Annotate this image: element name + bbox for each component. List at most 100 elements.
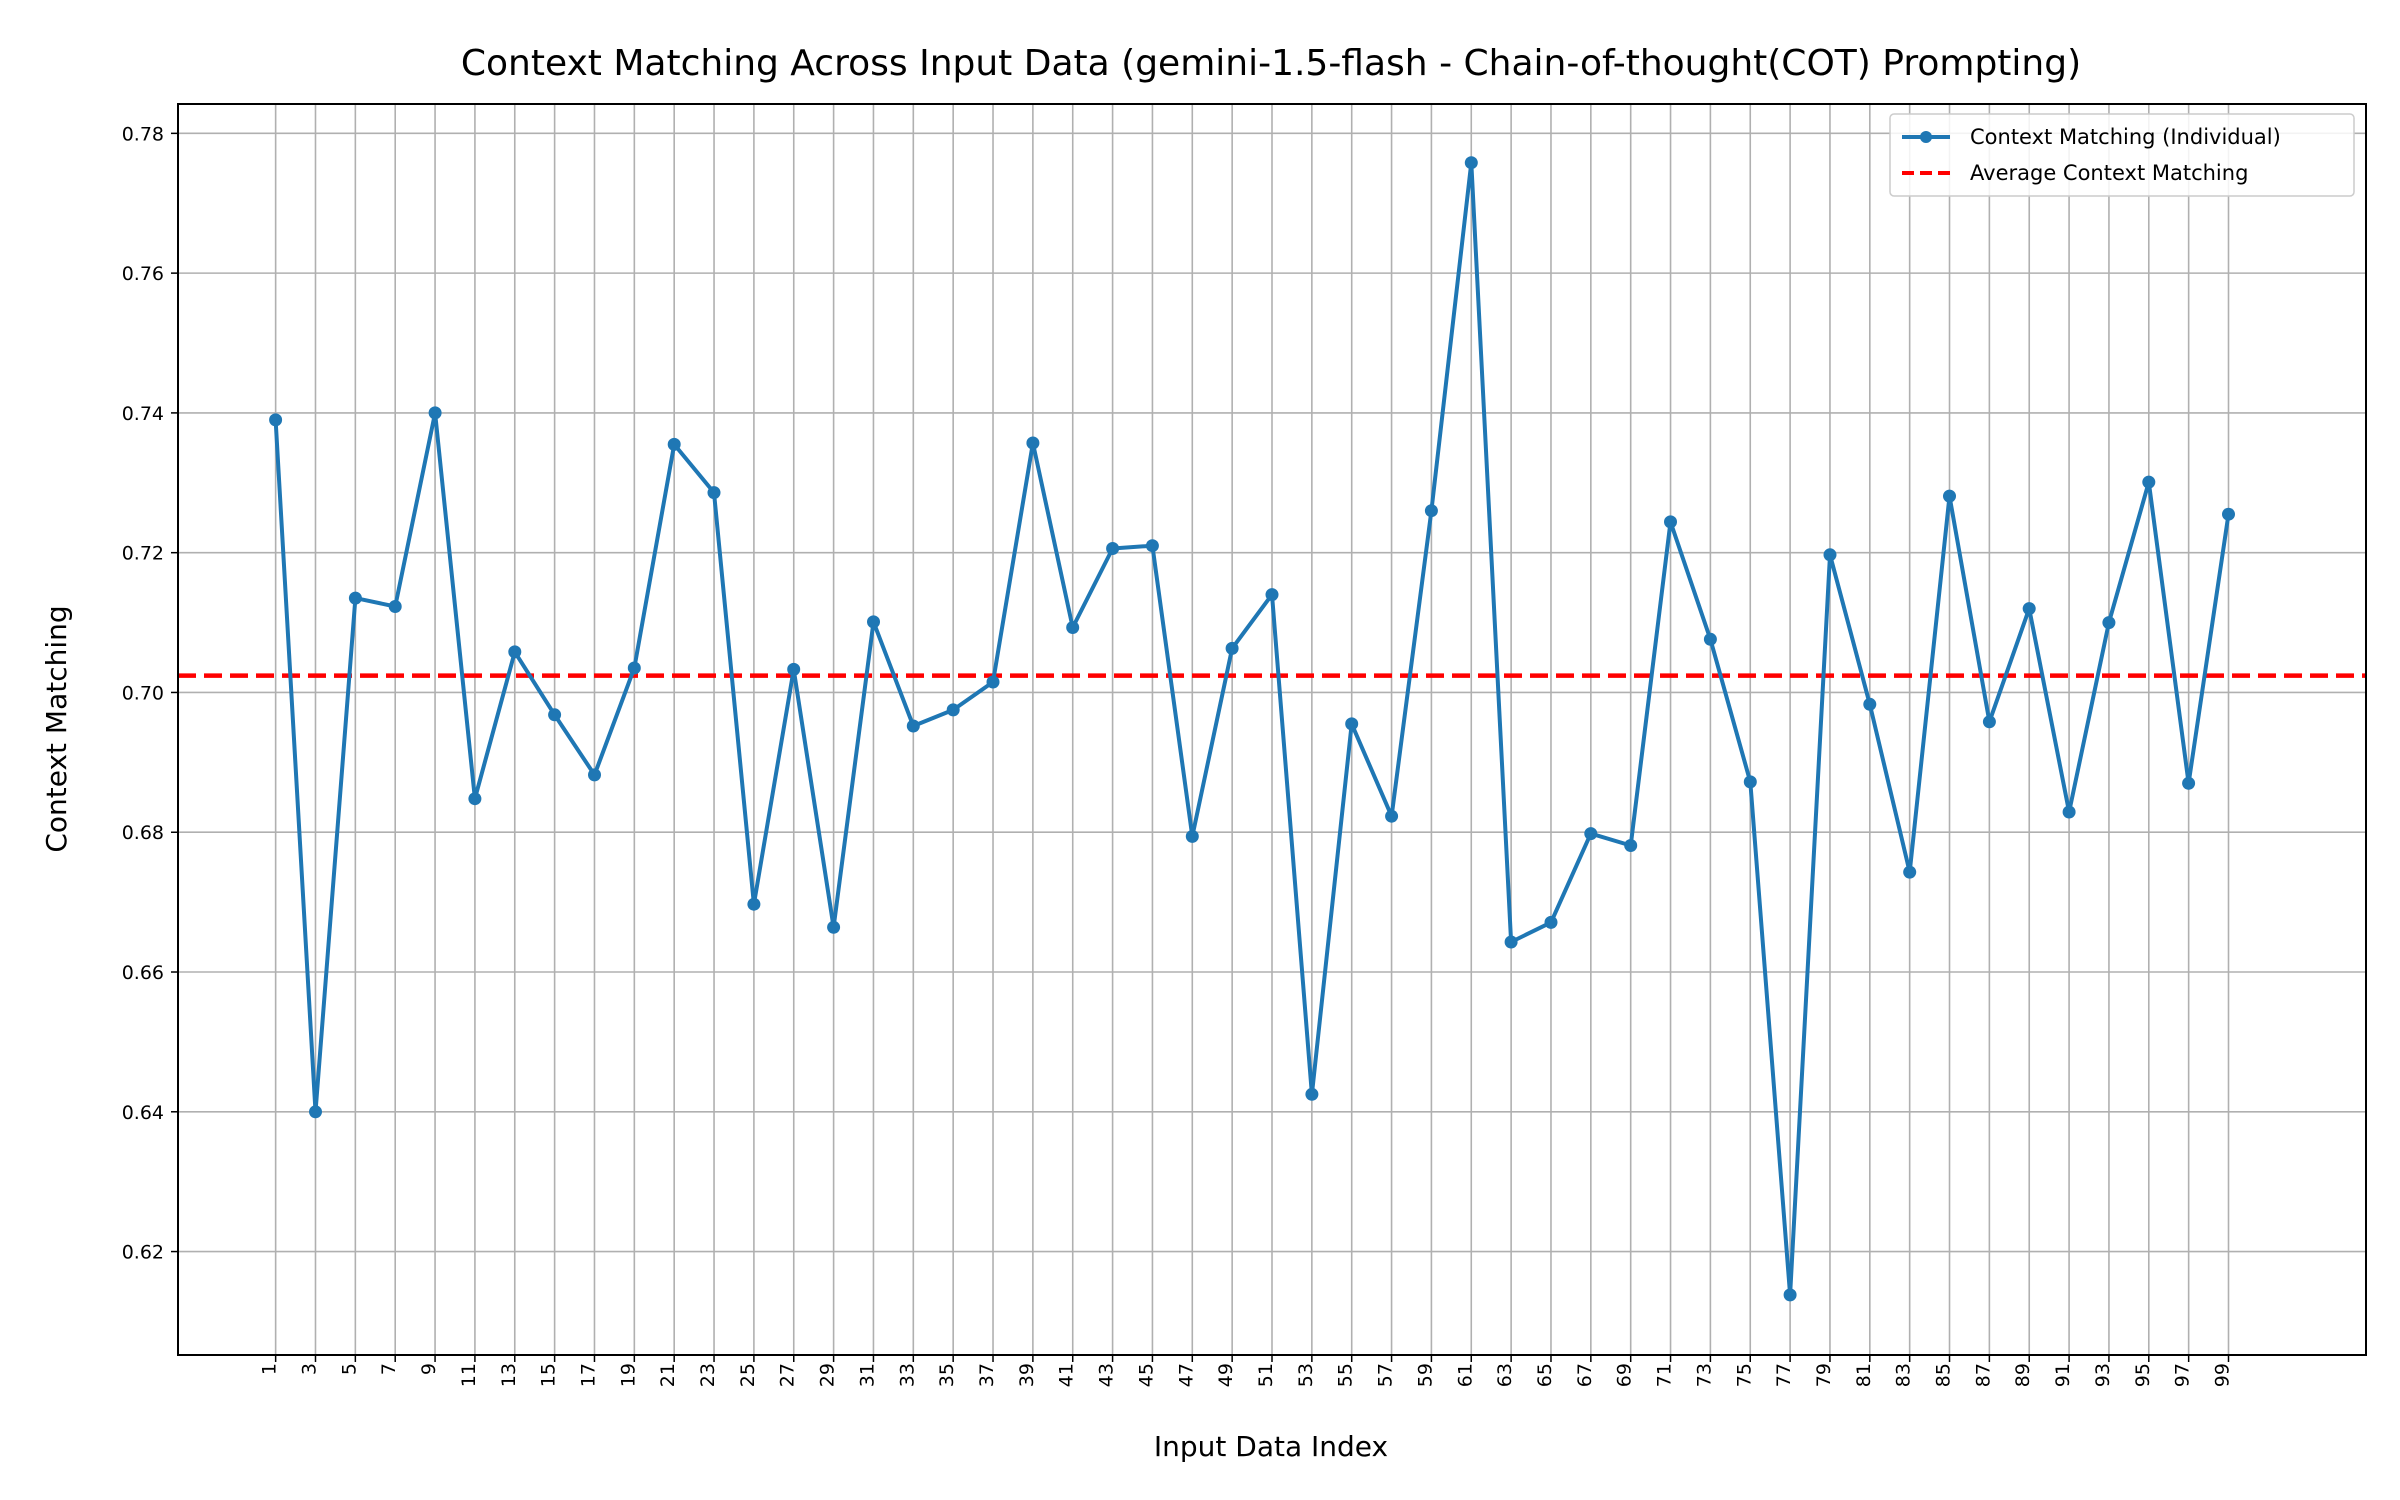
data-point [1145,539,1159,553]
data-point [1823,548,1837,562]
data-point [986,675,1000,689]
x-tick-label: 87 [1972,1363,1994,1387]
x-tick-label: 91 [2052,1363,2074,1387]
x-tick-label: 17 [577,1363,599,1387]
data-point [428,406,442,420]
data-point [1424,504,1438,518]
data-point [787,662,801,676]
data-point [1026,436,1040,450]
y-tick-label: 0.64 [122,1102,164,1124]
data-point [1185,829,1199,843]
x-tick-label: 57 [1375,1363,1397,1387]
x-tick-label: 47 [1175,1363,1197,1387]
data-point [2142,475,2156,489]
x-tick-label: 85 [1933,1363,1955,1387]
data-point [747,897,761,911]
x-tick-label: 23 [697,1363,719,1387]
data-point [588,768,601,782]
x-axis-ticks: 1 3 5 7 9 11 13 15 17 19 21 23 25 27 29 31 33 35 37 39 41 43 4… [259,1355,2234,1387]
x-tick-label: 81 [1853,1363,1875,1387]
x-tick-label: 13 [498,1363,520,1387]
x-tick-label: 95 [2132,1363,2154,1387]
x-tick-label: 97 [2172,1363,2194,1387]
series-layer [269,156,2235,1302]
data-point [548,708,562,722]
data-point [1982,715,1996,729]
data-point [827,920,841,934]
data-point [1703,632,1717,646]
x-tick-label: 15 [538,1363,560,1387]
y-tick-label: 0.70 [122,682,164,704]
chart-title: Context Matching Across Input Data (gemi… [461,43,2081,84]
x-tick-label: 69 [1614,1363,1636,1387]
data-point [2222,507,2235,521]
legend-label-average: Average Context Matching [1970,161,2248,185]
data-point [946,703,960,717]
data-point [1385,809,1399,823]
y-tick-label: 0.76 [122,263,164,285]
x-tick-label: 59 [1414,1363,1436,1387]
data-point [2102,616,2116,630]
x-tick-label: 35 [936,1363,958,1387]
data-point [1464,156,1478,170]
x-tick-label: 21 [657,1363,679,1387]
data-point [388,600,402,613]
legend-label-individual: Context Matching (Individual) [1970,125,2281,149]
x-tick-label: 83 [1893,1363,1915,1387]
x-tick-label: 51 [1255,1363,1277,1387]
data-point [1943,489,1956,503]
data-point [269,413,283,427]
x-tick-label: 73 [1693,1363,1715,1387]
x-tick-label: 71 [1654,1363,1676,1387]
legend-box [1889,113,2355,197]
x-tick-label: 5 [338,1363,360,1375]
x-tick-label: 79 [1813,1363,1835,1387]
x-tick-label: 1 [259,1363,281,1375]
data-point [508,645,522,659]
data-point [348,591,362,605]
data-point [1743,775,1757,789]
y-axis-ticks: 0.62 0.64 0.66 0.68 0.70 0.72 0.74 0.76 0.78 [122,123,178,1264]
data-point [1225,641,1239,655]
x-tick-label: 55 [1335,1363,1357,1387]
data-point [2022,602,2036,616]
x-tick-label: 65 [1534,1363,1556,1387]
y-tick-label: 0.78 [122,123,164,145]
y-tick-label: 0.66 [122,962,164,984]
data-point [468,792,482,806]
x-tick-label: 75 [1733,1363,1755,1387]
x-tick-label: 29 [817,1363,839,1387]
x-tick-label: 67 [1574,1363,1596,1387]
x-tick-label: 99 [2212,1363,2234,1387]
x-tick-label: 41 [1056,1363,1078,1387]
data-point [309,1105,322,1119]
x-tick-label: 25 [737,1363,759,1387]
x-tick-label: 9 [418,1363,440,1375]
data-point [2062,805,2076,819]
data-point [1584,827,1598,841]
x-tick-label: 39 [1016,1363,1038,1387]
x-tick-label: 19 [617,1363,639,1387]
series-line [273,160,2231,1297]
x-tick-label: 77 [1773,1363,1795,1387]
data-point [667,437,681,451]
legend-marker-individual [1920,131,1932,143]
x-tick-label: 89 [2012,1363,2034,1387]
data-point [1903,865,1917,879]
y-tick-label: 0.62 [122,1242,164,1264]
data-point [1783,1288,1797,1302]
x-tick-label: 61 [1454,1363,1476,1387]
data-point [1504,935,1518,949]
data-point [1106,542,1120,555]
y-axis-label: Context Matching [40,605,73,852]
y-tick-label: 0.74 [122,403,164,425]
data-point [1544,915,1558,929]
x-tick-label: 27 [777,1363,799,1387]
data-point [1305,1087,1319,1101]
x-tick-label: 7 [378,1363,400,1375]
x-tick-label: 43 [1096,1363,1118,1387]
data-point [867,615,880,629]
data-point [627,661,641,675]
